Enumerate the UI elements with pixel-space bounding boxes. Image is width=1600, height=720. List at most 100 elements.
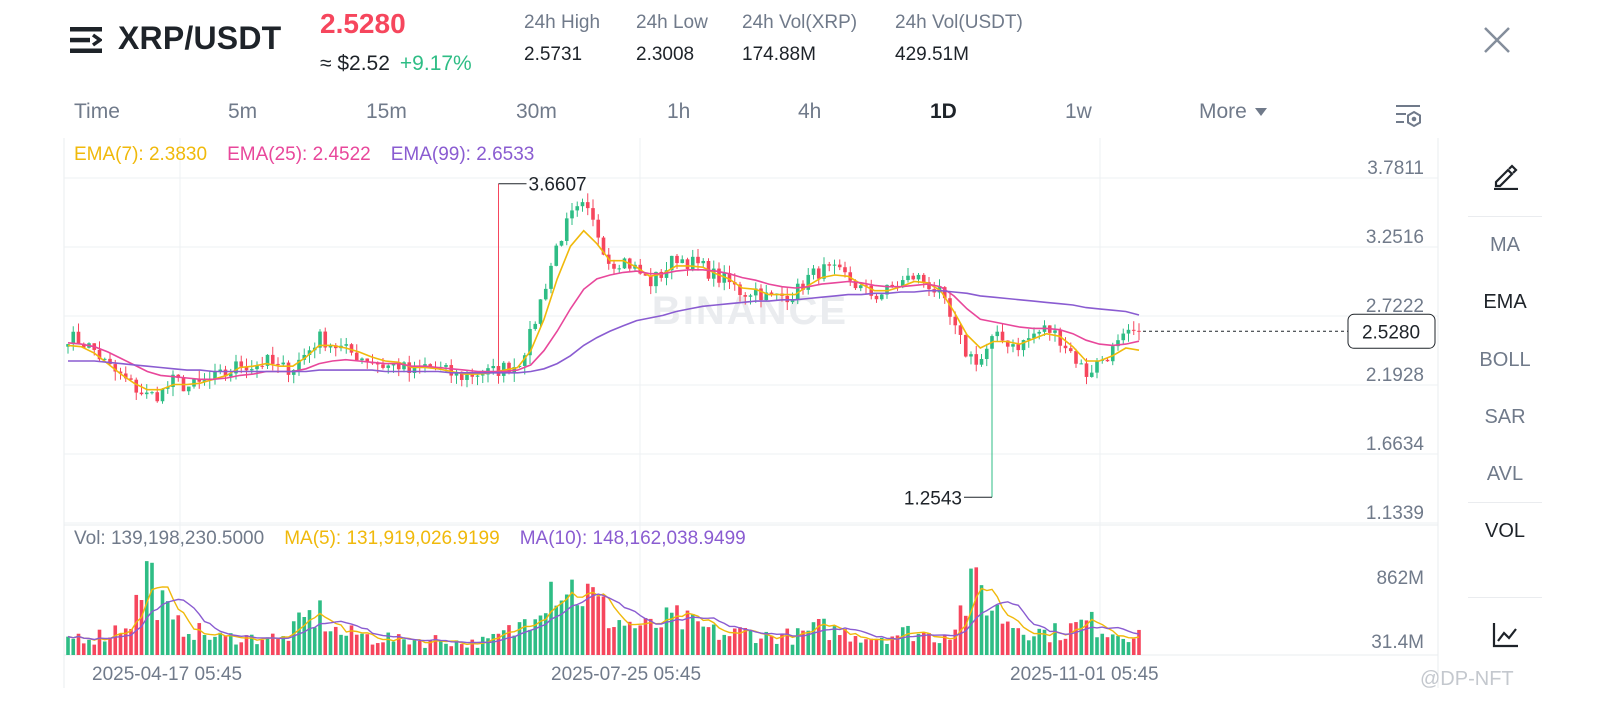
volume-bar (921, 632, 926, 655)
candle-body (790, 299, 795, 303)
volume-bar (727, 636, 732, 655)
candle-body (249, 369, 254, 371)
volume-bar (963, 615, 968, 655)
tab-5m[interactable]: 5m (228, 100, 258, 123)
volume-bar (1016, 628, 1021, 655)
volume-bar (417, 640, 422, 655)
candle-body (816, 268, 821, 279)
volume-bar (633, 628, 637, 655)
volume-bar (685, 610, 690, 655)
volume-bar (286, 640, 291, 655)
candle-body (234, 361, 238, 374)
interval-tabs: Time 5m 15m 30m 1h 4h 1D 1w More (0, 100, 1600, 130)
candle-body (244, 366, 249, 371)
tab-time[interactable]: Time (74, 100, 120, 123)
candle-body (622, 258, 627, 269)
menu-icon[interactable] (70, 24, 104, 56)
stat-24h-vol-usdt: 24h Vol(USDT) 429.51M (895, 12, 1023, 66)
candle-body (1058, 330, 1063, 346)
volume-bar (249, 634, 254, 655)
candle-body (1063, 345, 1068, 349)
tab-1h[interactable]: 1h (667, 100, 691, 123)
volume-bar (696, 621, 700, 655)
volume-bar (974, 567, 979, 655)
candle-body (507, 362, 511, 374)
candle-body (921, 274, 926, 283)
volume-bar (213, 636, 217, 655)
chart-settings-icon[interactable] (1394, 100, 1424, 130)
volume-bar (627, 621, 632, 655)
draw-tool-icon[interactable] (1468, 160, 1542, 196)
candle-body (832, 264, 837, 266)
volume-bar (942, 635, 947, 655)
volume-bar (186, 634, 191, 655)
indicator-chart-icon[interactable] (1468, 620, 1542, 656)
volume-bar (575, 605, 580, 655)
candle-body (1095, 360, 1099, 373)
sidebar-item-avl[interactable]: AVL (1486, 463, 1524, 485)
sidebar-item-vol[interactable]: VOL (1484, 520, 1526, 542)
tab-1d[interactable]: 1D (930, 100, 957, 123)
time-axis-label: 2025-07-25 05:45 (551, 664, 701, 685)
volume-bar (71, 638, 76, 655)
candle-body (743, 295, 748, 297)
candle-body (1011, 344, 1015, 347)
pair-title[interactable]: XRP/USDT (118, 20, 282, 56)
volume-bar (386, 632, 391, 655)
candle-body (596, 219, 601, 238)
volume-bar (895, 635, 900, 655)
candle-body (963, 334, 968, 357)
volume-bar (507, 625, 511, 655)
candle-body (528, 328, 532, 356)
volume-bar (717, 639, 721, 655)
sidebar-item-ma[interactable]: MA (1490, 234, 1520, 256)
volume-bar (496, 633, 501, 655)
volume-bar (638, 625, 643, 655)
volume-bar (701, 626, 706, 655)
volume-bar (517, 622, 522, 655)
volume-bar (486, 638, 490, 655)
candle-body (1079, 363, 1084, 365)
tab-more[interactable]: More (1199, 100, 1267, 124)
volume-bar (407, 644, 412, 655)
candle-body (690, 256, 695, 269)
volume-bar (234, 644, 238, 655)
volume-bar (181, 636, 186, 655)
candle-body (906, 275, 910, 281)
candle-body (995, 331, 1000, 337)
tab-30m[interactable]: 30m (516, 100, 557, 123)
volume-bar (617, 620, 622, 655)
volume-bar (375, 643, 380, 655)
sidebar-item-ema[interactable]: EMA (1483, 291, 1527, 313)
tab-4h[interactable]: 4h (798, 100, 822, 123)
tab-1w[interactable]: 1w (1065, 100, 1092, 123)
candle-body (213, 371, 217, 379)
time-axis-label: 2025-11-01 05:45 (1010, 664, 1159, 685)
volume-bar (381, 642, 385, 655)
volume-bar (1121, 638, 1126, 655)
volume-bar (1095, 637, 1099, 655)
candle-body (160, 388, 165, 402)
candle-body (223, 369, 228, 377)
volume-axis-label: 31.4M (1371, 632, 1424, 653)
tab-15m[interactable]: 15m (366, 100, 407, 123)
volume-bar (139, 600, 144, 655)
sidebar-divider (1468, 597, 1542, 598)
candle-body (1032, 333, 1036, 339)
volume-bar (260, 639, 265, 655)
close-icon[interactable] (1481, 24, 1513, 56)
volume-bar (223, 635, 228, 655)
ema-legend: EMA(7): 2.3830 EMA(25): 2.4522 EMA(99): 2.… (74, 144, 554, 166)
candle-body (685, 259, 690, 269)
candle-body (559, 240, 564, 246)
sidebar-divider (1468, 216, 1542, 217)
ema99-label: EMA(99): 2.6533 (390, 144, 535, 165)
volume-bar (874, 639, 879, 655)
sidebar-divider (1468, 502, 1542, 503)
volume-bar (155, 620, 160, 655)
sidebar-item-sar[interactable]: SAR (1484, 406, 1526, 428)
candle-body (97, 349, 102, 360)
sidebar-item-boll[interactable]: BOLL (1479, 349, 1531, 371)
candle-body (407, 362, 412, 373)
